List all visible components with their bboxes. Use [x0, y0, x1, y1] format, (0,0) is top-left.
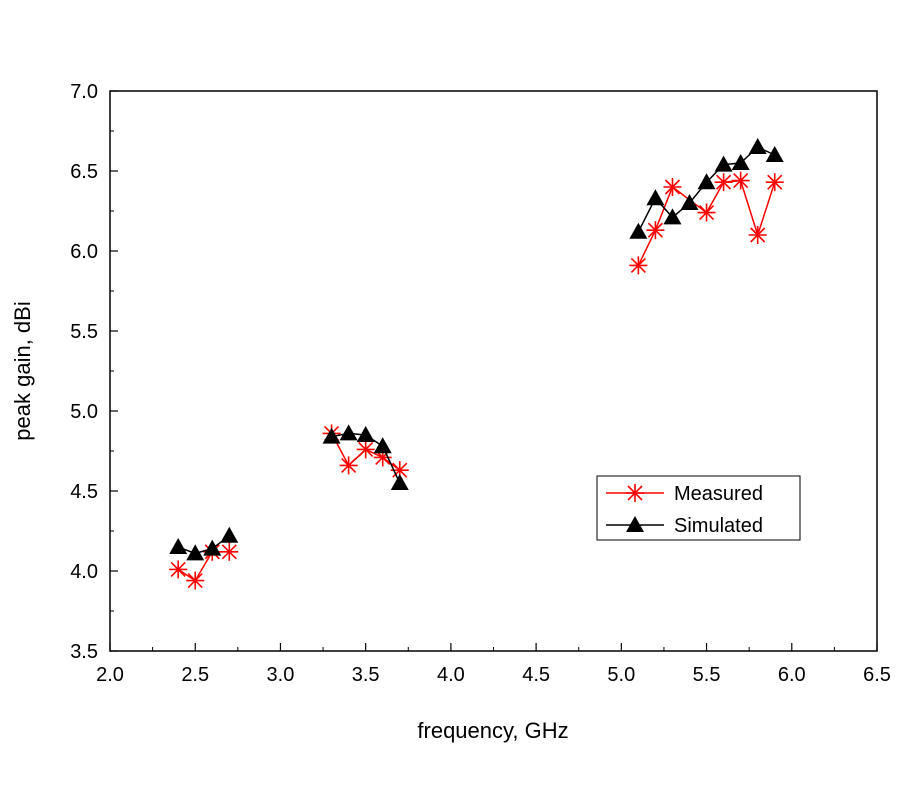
plot-frame [109, 90, 878, 652]
legend-label-measured: Measured [674, 483, 763, 505]
x-axis-label: frequency, GHz [417, 718, 568, 743]
y-tick-label: 3.5 [70, 641, 98, 663]
y-tick-label: 6.0 [70, 241, 98, 263]
x-tick-label: 5.0 [607, 664, 635, 686]
x-tick-label: 3.5 [352, 664, 380, 686]
data-point-simulated [203, 539, 222, 556]
data-point-simulated [339, 424, 358, 441]
data-point-measured [629, 256, 648, 275]
y-tick-label: 6.5 [70, 161, 98, 183]
y-tick-label: 4.0 [70, 561, 98, 583]
data-point-simulated [322, 427, 341, 444]
axes: 2.0 2.5 3.0 3.5 4.0 4.5 5.0 5.5 6.0 6.5 3.5 4.0 4.5 5… [70, 81, 891, 686]
y-tick-label: 4.5 [70, 481, 98, 503]
data-point-simulated [663, 208, 682, 225]
data-point-simulated [356, 426, 375, 442]
data-point-simulated [714, 155, 733, 172]
data-point-measured [169, 560, 188, 579]
series-layer [169, 138, 784, 590]
x-tick-label: 6.5 [863, 664, 891, 686]
data-point-simulated [390, 474, 409, 490]
x-tick-label: 4.5 [522, 664, 550, 686]
data-point-simulated [220, 526, 239, 543]
data-point-measured [714, 173, 733, 192]
data-point-measured [697, 203, 716, 222]
series-line-measured [637, 179, 776, 266]
y-tick-label: 7.0 [70, 81, 98, 103]
data-point-measured [356, 440, 375, 459]
data-point-simulated [748, 138, 767, 154]
legend: Measured Simulated [596, 475, 801, 541]
x-tick-label: 6.0 [778, 664, 806, 686]
data-point-measured [765, 173, 784, 192]
data-point-simulated [629, 222, 648, 239]
series-measured [169, 171, 784, 590]
series-line-measured [177, 551, 230, 582]
x-tick-label: 2.5 [181, 664, 209, 686]
x-tick-label: 3.0 [267, 664, 295, 686]
x-tick-label: 5.5 [693, 664, 721, 686]
data-point-simulated [765, 146, 784, 162]
data-point-simulated [373, 437, 392, 454]
legend-marker-measured [626, 484, 644, 502]
y-tick-label: 5.5 [70, 321, 98, 343]
data-point-measured [339, 456, 358, 475]
series-simulated [169, 138, 784, 561]
data-point-simulated [186, 544, 205, 561]
data-point-measured [731, 171, 750, 190]
data-point-measured [748, 226, 767, 244]
series-line-simulated [177, 535, 230, 555]
data-point-measured [220, 542, 239, 561]
legend-marker-simulated [626, 516, 644, 532]
legend-label-simulated: Simulated [674, 515, 763, 537]
data-point-measured [186, 571, 205, 590]
y-axis-label: peak gain, dBi [10, 301, 35, 440]
data-point-simulated [169, 538, 188, 554]
data-point-simulated [646, 189, 665, 206]
x-tick-label: 4.0 [437, 664, 465, 686]
y-tick-label: 5.0 [70, 401, 98, 423]
data-point-measured [646, 221, 665, 240]
x-tick-label: 2.0 [96, 664, 124, 686]
data-point-simulated [731, 154, 750, 170]
data-point-simulated [697, 173, 716, 190]
data-point-measured [663, 178, 682, 196]
data-point-simulated [680, 194, 699, 210]
